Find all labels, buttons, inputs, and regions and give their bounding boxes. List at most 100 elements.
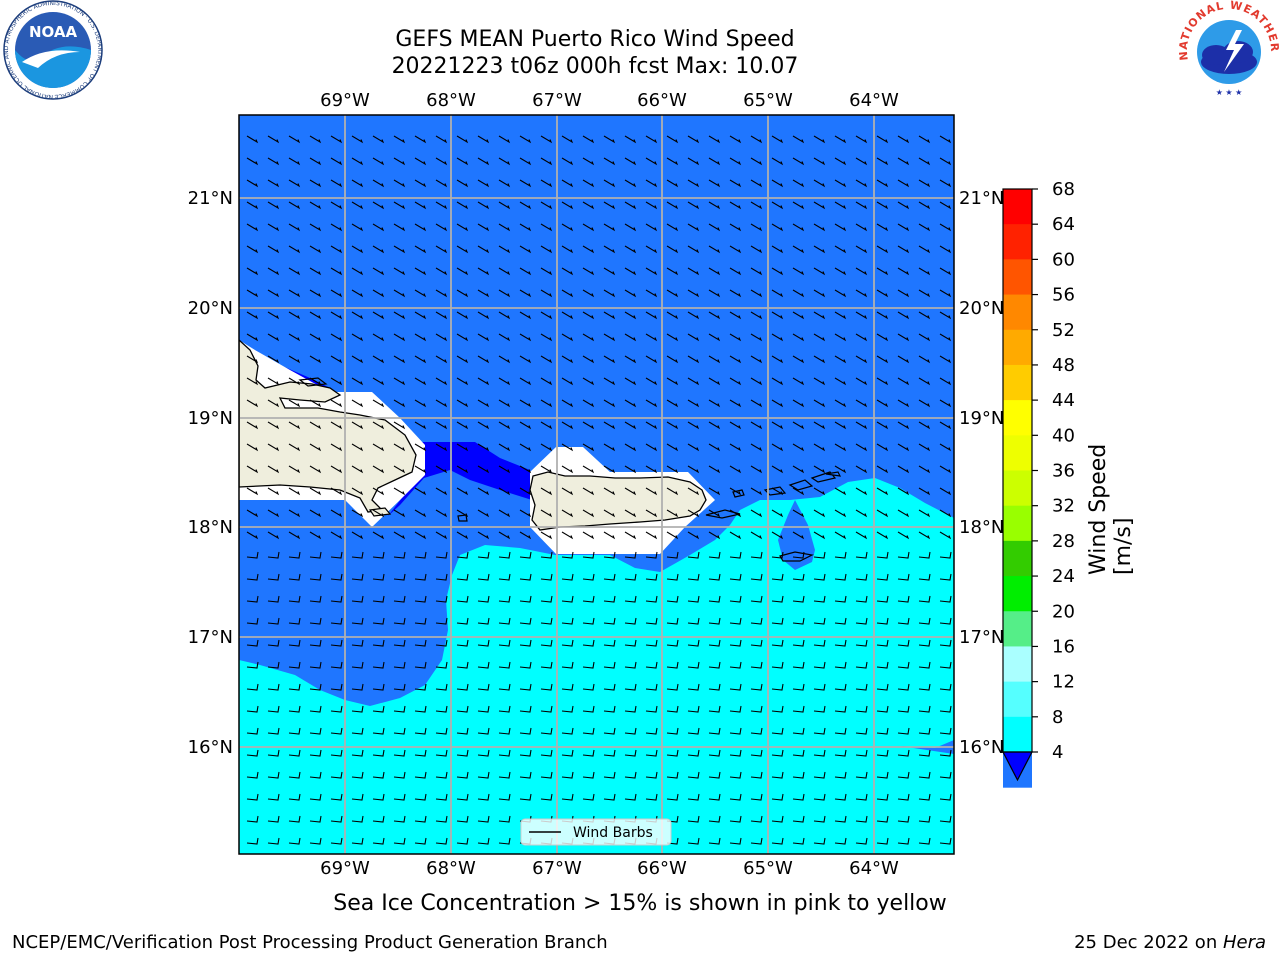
- wind-barb: [729, 333, 742, 342]
- wind-barb: [918, 793, 931, 801]
- wind-barb: [897, 201, 910, 210]
- wind-barb: [267, 617, 280, 625]
- wind-barb: [267, 573, 280, 581]
- wind-barb: [246, 595, 259, 603]
- wind-barb: [855, 815, 868, 823]
- wind-barb: [939, 377, 952, 386]
- wind-barb: [393, 683, 406, 691]
- wind-barb: [540, 573, 553, 581]
- wind-barb: [771, 815, 784, 823]
- wind-barb: [603, 289, 616, 298]
- wind-barb: [267, 551, 280, 559]
- wind-barb: [309, 245, 322, 254]
- wind-barb: [897, 311, 910, 320]
- wind-barb: [939, 179, 952, 188]
- wind-barb: [771, 771, 784, 779]
- wind-barb: [540, 179, 553, 188]
- wind-barb: [855, 661, 868, 669]
- wind-barb: [729, 837, 742, 845]
- wind-barb: [603, 179, 616, 188]
- wind-barb: [561, 135, 574, 144]
- wind-barb: [708, 135, 721, 144]
- wind-barb: [561, 333, 574, 342]
- wind-barb: [897, 705, 910, 713]
- wind-barb: [267, 135, 280, 144]
- wind-barb: [603, 157, 616, 166]
- wind-barb: [939, 487, 952, 496]
- wind-barb: [246, 157, 259, 166]
- colorbar-tick-label: 32: [1052, 496, 1075, 517]
- wind-barb: [351, 771, 364, 779]
- wind-barb: [708, 509, 721, 518]
- wind-barb: [603, 443, 616, 452]
- wind-barb: [351, 639, 364, 647]
- wind-barb: [267, 443, 280, 452]
- wind-barb: [582, 135, 595, 144]
- wind-barb: [771, 267, 784, 276]
- wind-barb: [687, 465, 700, 474]
- wind-barb: [939, 531, 952, 540]
- wind-barb: [855, 179, 868, 188]
- wind-barb: [834, 355, 847, 364]
- wind-barb: [288, 771, 301, 779]
- wind-barb: [393, 837, 406, 845]
- wind-barb: [666, 509, 679, 518]
- wind-barb: [582, 465, 595, 474]
- wind-barb: [729, 793, 742, 801]
- wind-barb: [372, 815, 385, 823]
- wind-barb: [540, 617, 553, 625]
- wind-barb: [267, 333, 280, 342]
- colorbar-tick-label: 56: [1052, 285, 1075, 306]
- wind-barb: [792, 135, 805, 144]
- wind-barb: [624, 639, 637, 647]
- wind-barb: [435, 355, 448, 364]
- wind-barb: [729, 749, 742, 757]
- wind-barb: [897, 727, 910, 735]
- wind-barb: [372, 245, 385, 254]
- wind-barb: [897, 661, 910, 669]
- wind-barb: [351, 289, 364, 298]
- wind-barb: [708, 749, 721, 757]
- legend-label: Wind Barbs: [573, 825, 653, 841]
- wind-barb: [876, 727, 889, 735]
- wind-barb: [939, 267, 952, 276]
- wind-barb: [666, 267, 679, 276]
- wind-barb: [897, 595, 910, 603]
- wind-barb: [624, 793, 637, 801]
- wind-barb: [813, 793, 826, 801]
- wind-barb: [330, 223, 343, 232]
- wind-barb: [603, 465, 616, 474]
- wind-barb: [561, 443, 574, 452]
- wind-barb: [498, 509, 511, 518]
- wind-barb: [666, 421, 679, 430]
- wind-barb: [666, 465, 679, 474]
- wind-barb: [834, 639, 847, 647]
- wind-barb: [750, 311, 763, 320]
- wind-barb: [288, 267, 301, 276]
- wind-barb: [666, 705, 679, 713]
- wind-barb: [771, 135, 784, 144]
- wind-barb: [477, 771, 490, 779]
- wind-barb: [393, 705, 406, 713]
- wind-barb: [855, 421, 868, 430]
- wind-barb: [813, 683, 826, 691]
- wind-barb: [729, 399, 742, 408]
- wind-barb: [435, 179, 448, 188]
- wind-barb: [687, 749, 700, 757]
- colorbar-tick-label: 40: [1052, 425, 1075, 446]
- wind-barb: [645, 201, 658, 210]
- wind-barb: [519, 705, 532, 713]
- wind-barb: [414, 815, 427, 823]
- wind-barb: [687, 377, 700, 386]
- wind-barb: [771, 727, 784, 735]
- wind-barb: [666, 771, 679, 779]
- wind-barb: [414, 267, 427, 276]
- wind-barb: [750, 683, 763, 691]
- wind-barb: [939, 683, 952, 691]
- wind-barb: [393, 573, 406, 581]
- wind-barb: [393, 509, 406, 518]
- lon-label-top: 69°W: [320, 90, 370, 111]
- wind-barb: [372, 661, 385, 669]
- wind-barb: [372, 355, 385, 364]
- wind-barb: [309, 749, 322, 757]
